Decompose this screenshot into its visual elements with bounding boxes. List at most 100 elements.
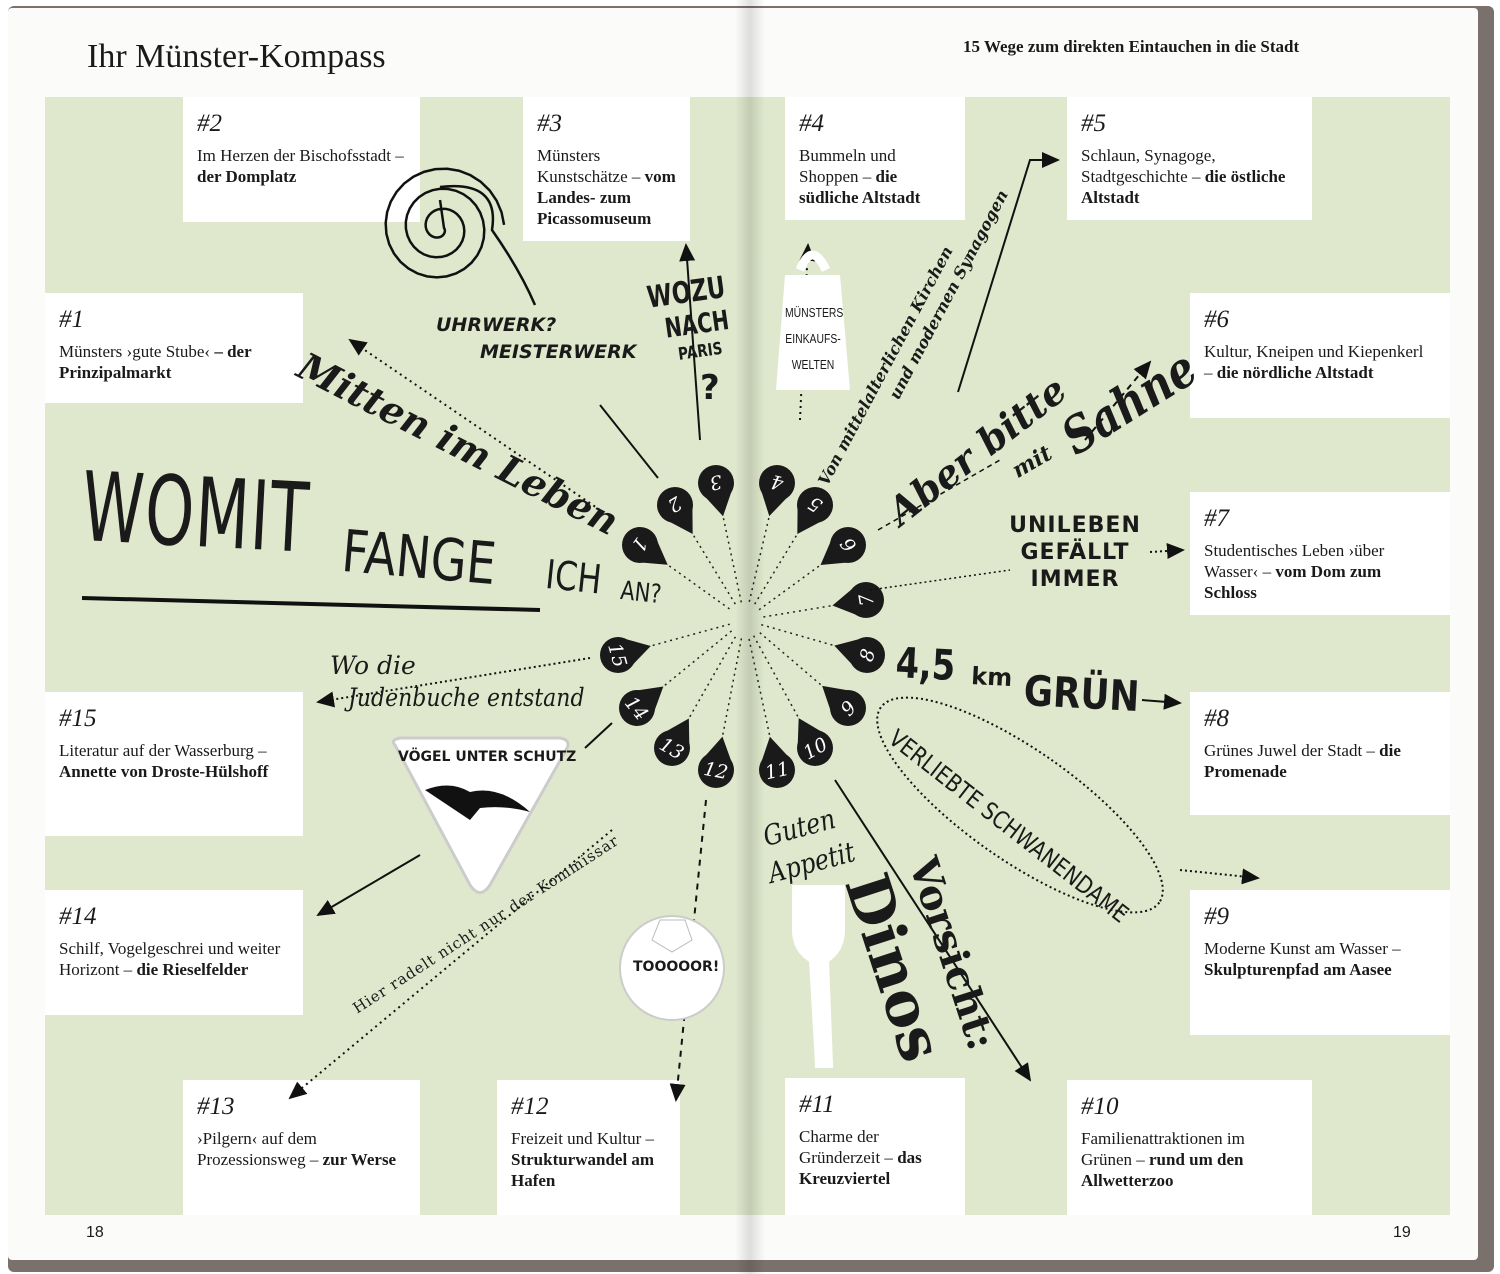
map-pin — [849, 637, 885, 673]
uni-line: IMMER — [1030, 567, 1120, 592]
arrow-to-12 — [669, 799, 707, 1102]
route-card-13: #13 ›Pilgern‹ auf dem Prozessionsweg – zu… — [183, 1080, 420, 1215]
route-number: #3 — [537, 110, 562, 137]
arrow-to-9 — [1179, 868, 1260, 885]
route-number: #4 — [799, 110, 824, 137]
bag-line: EINKAUFS- — [785, 331, 841, 346]
route-text: ›Pilgern‹ auf dem Prozessionsweg – — [197, 1129, 319, 1169]
arrow-to-3 — [679, 243, 701, 441]
route-text: Bummeln und Shoppen – — [799, 146, 896, 186]
headline-an: AN? — [618, 576, 663, 611]
arrow-to-4 — [799, 243, 816, 421]
route-highlight: – der Prinzipalmarkt — [59, 342, 252, 382]
route-text: Grünes Juwel der Stadt – — [1204, 741, 1375, 760]
line-voegel — [584, 722, 613, 749]
line-unileben — [869, 569, 1011, 591]
pin-number: 12 — [702, 758, 730, 784]
text-voegel: VÖGEL UNTER SCHUTZ — [398, 749, 577, 765]
text-km: km — [970, 662, 1013, 693]
route-number: #1 — [59, 306, 84, 333]
swan-loop — [876, 696, 1164, 914]
route-text: Freizeit und Kultur – — [511, 1129, 655, 1148]
eagle-icon — [425, 785, 530, 820]
map-pin — [797, 730, 833, 766]
headline-womit: WOMIT — [79, 451, 313, 575]
map-pin — [759, 752, 795, 788]
map-pin — [600, 637, 636, 673]
route-text: Familienattraktionen im Grünen – — [1081, 1129, 1245, 1169]
route-text: Münsters Kunstschätze – — [537, 146, 641, 186]
headline-underline — [81, 596, 541, 612]
route-number: #9 — [1204, 903, 1229, 930]
headline-ich: ICH — [543, 552, 604, 604]
route-highlight: die Rieselfelder — [136, 960, 249, 979]
route-number: #15 — [59, 705, 97, 732]
dotted-ray — [636, 629, 733, 709]
route-highlight: das Kreuzviertel — [799, 1148, 922, 1188]
shopping-bag-icon — [776, 275, 850, 390]
route-text: Moderne Kunst am Wasser – — [1204, 939, 1401, 958]
arrow-to-15 — [316, 657, 591, 708]
line-uhrwerk — [599, 404, 659, 479]
route-card-8: #8 Grünes Juwel der Stadt – die Promenade — [1190, 692, 1450, 815]
route-text: Münsters ›gute Stube‹ — [59, 342, 211, 361]
page-number-left: 18 — [86, 1224, 104, 1241]
route-text: Charme der Gründerzeit – — [799, 1127, 893, 1167]
route-card-9: #9 Moderne Kunst am Wasser – Skulpturenpf… — [1190, 890, 1450, 1035]
page-number-right: 19 — [1393, 1224, 1411, 1241]
dotted-ray — [748, 482, 778, 604]
route-number: #14 — [59, 903, 97, 930]
bag-line: WELTEN — [791, 357, 835, 372]
map-pin — [830, 690, 866, 726]
route-highlight: rund um den Allwetterzoo — [1081, 1150, 1244, 1190]
route-card-6: #6 Kultur, Kneipen und Kiepenkerl – die n… — [1190, 293, 1450, 418]
text-unileben: UNILEBEN GEFÄLLT IMMER — [1000, 512, 1150, 593]
route-card-5: #5 Schlaun, Synagoge, Stadtgeschichte – d… — [1067, 97, 1312, 220]
route-highlight: der Domplatz — [197, 167, 297, 186]
route-card-10: #10 Familienattraktionen im Grünen – rund… — [1067, 1080, 1312, 1215]
text-question: ? — [700, 368, 720, 408]
route-text: Literatur auf der Wasserburg – — [59, 741, 267, 760]
route-number: #2 — [197, 110, 222, 137]
text-tor: TOOOOOR! — [633, 959, 720, 975]
map-pin — [759, 465, 795, 501]
arrow-to-13 — [288, 829, 613, 1100]
arrow-to-6 — [1084, 360, 1152, 441]
route-number: #11 — [799, 1091, 835, 1118]
route-number: #10 — [1081, 1093, 1119, 1120]
route-highlight: die nördliche Altstadt — [1216, 363, 1374, 382]
dotted-ray — [671, 634, 737, 749]
spiral-icon — [384, 167, 506, 279]
route-highlight: zur Werse — [322, 1150, 397, 1169]
route-card-12: #12 Freizeit und Kultur – Strukturwandel … — [497, 1080, 680, 1215]
route-card-1: #1 Münsters ›gute Stube‹ – der Prinzipalm… — [45, 293, 303, 403]
route-text: Schlaun, Synagoge, Stadtgeschichte – — [1081, 146, 1216, 186]
bird-sign-icon — [391, 736, 570, 894]
headline-fange: FANGE — [339, 517, 499, 599]
route-highlight: die südliche Altstadt — [799, 167, 921, 207]
arrow-to-14 — [316, 854, 421, 917]
route-card-11: #11 Charme der Gründerzeit – das Kreuzvie… — [785, 1078, 965, 1215]
route-card-2: #2 Im Herzen der Bischofsstadt – der Domp… — [183, 97, 420, 222]
arrow-to-10 — [834, 779, 1032, 1082]
book-gutter — [735, 0, 765, 1274]
route-highlight: Strukturwandel am Hafen — [511, 1150, 655, 1190]
uni-line: GEFÄLLT — [1020, 540, 1130, 565]
shopping-bag-label: MÜNSTERS EINKAUFS- WELTEN — [785, 300, 843, 378]
text-uhrwerk: UHRWERK? — [436, 314, 557, 336]
route-highlight: vom Landes- zum Picassomuseum — [537, 167, 676, 228]
pin-number: 8 — [856, 646, 880, 664]
text-gruen: GRÜN — [1022, 666, 1141, 721]
football-icon — [619, 915, 725, 1021]
page-subtitle: 15 Wege zum direkten Eintauchen in die S… — [963, 37, 1300, 56]
dotted-ray — [715, 482, 743, 604]
text-meisterwerk: MEISTERWERK — [480, 341, 637, 363]
map-pin — [654, 730, 690, 766]
dotted-ray — [748, 637, 778, 771]
pin-number: 4 — [769, 470, 787, 494]
text-wo-die: Wo die — [330, 651, 416, 680]
map-pin — [830, 527, 866, 563]
route-highlight: vom Dom zum Schloss — [1204, 562, 1382, 602]
route-number: #6 — [1204, 306, 1229, 333]
